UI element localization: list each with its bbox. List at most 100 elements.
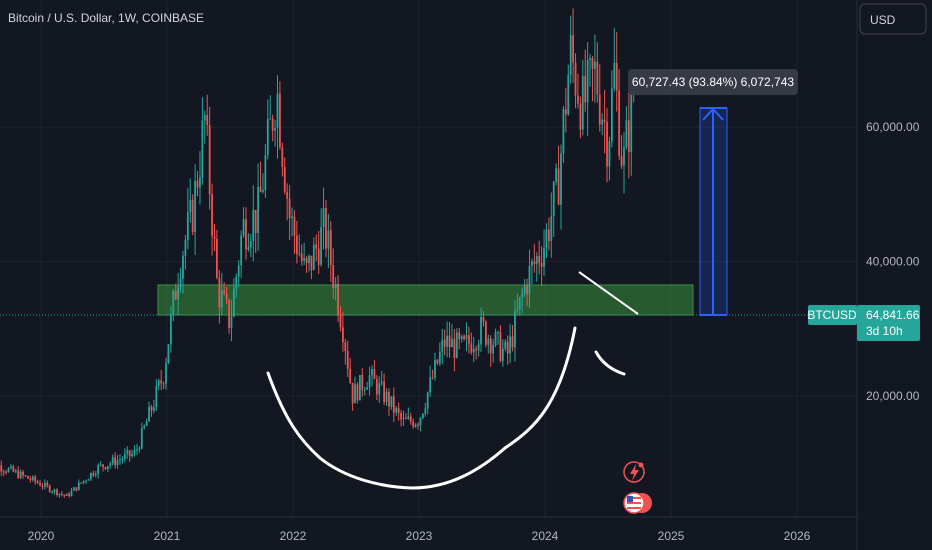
candle-body [75, 487, 78, 491]
candle-body [5, 471, 8, 473]
candle-body [358, 374, 361, 401]
candle-body [153, 407, 155, 411]
candle-body [492, 344, 495, 354]
candle-body [366, 387, 369, 390]
candle-body [451, 338, 453, 348]
candle-body [288, 198, 291, 218]
candle-body [138, 448, 141, 450]
candle-body [237, 265, 240, 277]
candle-body [247, 247, 250, 250]
candle-body [65, 494, 68, 496]
x-tick-label: 2025 [658, 529, 685, 543]
handle-curve[interactable] [594, 350, 626, 376]
candle-body [349, 368, 352, 383]
candle-body [286, 191, 289, 199]
candle-body [557, 168, 560, 205]
candle-body [295, 235, 298, 255]
candle-body [291, 216, 293, 218]
lightning-icon[interactable] [623, 461, 645, 483]
candle-body [608, 141, 611, 167]
candle-body [380, 381, 383, 384]
candle-body [119, 459, 121, 461]
currency-button[interactable] [859, 3, 927, 35]
candle-body [497, 331, 499, 333]
y-axis: 20,000.0040,000.0060,000.0080,000.00100,… [866, 120, 920, 403]
candle-body [552, 181, 555, 217]
us-flag-icon[interactable] [623, 492, 652, 514]
cup-curve[interactable] [266, 326, 577, 490]
candle-body [157, 380, 160, 387]
candle-body [218, 277, 221, 308]
candle-body [114, 457, 117, 466]
candle-body [266, 118, 269, 156]
candle-body [543, 247, 545, 267]
candle-body [53, 489, 56, 492]
candle-body [143, 425, 146, 428]
candle-body [257, 186, 260, 234]
candle-body [199, 177, 201, 188]
candle-body [351, 382, 354, 404]
x-tick-label: 2022 [280, 529, 307, 543]
candle-body [501, 348, 504, 361]
candle-body [436, 359, 439, 364]
y-tick-label: 40,000.00 [866, 255, 920, 269]
candle-body [121, 459, 124, 461]
candle-body [106, 465, 109, 470]
candle-body [538, 256, 541, 263]
candle-body [453, 338, 456, 358]
candle-body [346, 351, 349, 369]
chart-title: Bitcoin / U.S. Dollar, 1W, COINBASE [8, 11, 204, 25]
candle-body [145, 421, 148, 426]
candle-body [312, 244, 315, 270]
candle-body [162, 383, 165, 385]
candle-body [489, 338, 492, 354]
candle-body [475, 348, 478, 351]
candle-body [400, 412, 402, 420]
candle-body [165, 363, 167, 384]
candle-body [208, 124, 211, 195]
candle-body [213, 236, 216, 239]
candle-body [460, 336, 463, 340]
price-tag-countdown: 3d 10h [866, 324, 903, 338]
candle-body [29, 478, 32, 481]
candle-body [468, 335, 470, 344]
handle-trendline[interactable] [578, 271, 639, 315]
candle-body [397, 407, 400, 413]
candle-body [254, 210, 257, 234]
price-tag [857, 305, 920, 341]
candle-body [293, 216, 296, 236]
candle-body [82, 480, 85, 483]
candle-body [24, 475, 27, 477]
candle-body [431, 377, 434, 379]
candle-body [136, 449, 138, 451]
candle-body [97, 465, 100, 475]
candle-body [332, 265, 335, 288]
candle-body [63, 494, 66, 496]
candle-body [123, 453, 126, 460]
resistance-zone[interactable] [157, 284, 694, 316]
candle-body [10, 466, 12, 469]
candle-body [421, 413, 424, 418]
y-tick-label: 60,000.00 [866, 120, 920, 134]
candle-body [262, 189, 264, 192]
candle-body [625, 120, 628, 148]
candle-body [14, 470, 17, 472]
candle-body [203, 114, 206, 121]
candle-body [388, 391, 390, 407]
candle-body [560, 153, 562, 205]
candle-body [443, 339, 446, 347]
candle-body [41, 485, 44, 487]
candle-body [509, 336, 512, 354]
candles[interactable] [0, 8, 635, 499]
candle-body [225, 293, 228, 300]
x-tick-label: 2026 [784, 529, 811, 543]
candle-body [325, 208, 327, 249]
candle-body [378, 383, 381, 395]
candle-body [274, 128, 276, 131]
candle-body [564, 109, 567, 115]
candle-body [191, 199, 194, 233]
candle-body [569, 35, 572, 75]
candle-body [133, 450, 136, 454]
